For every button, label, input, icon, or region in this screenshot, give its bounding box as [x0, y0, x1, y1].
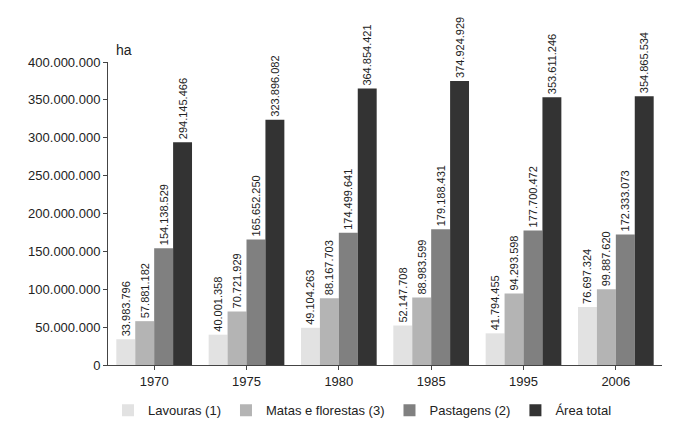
- svg-text:364.854.421: 364.854.421: [361, 24, 373, 85]
- svg-text:150.000.000: 150.000.000: [28, 244, 100, 259]
- svg-text:1995: 1995: [509, 374, 538, 389]
- svg-text:Pastagens (2): Pastagens (2): [429, 403, 510, 418]
- svg-text:354.865.534: 354.865.534: [638, 32, 650, 93]
- svg-text:57.881.182: 57.881.182: [139, 263, 151, 318]
- svg-text:100.000.000: 100.000.000: [28, 282, 100, 297]
- svg-text:Área total: Área total: [555, 403, 611, 418]
- svg-text:76.697.324: 76.697.324: [581, 249, 593, 304]
- svg-text:1985: 1985: [417, 374, 446, 389]
- svg-text:200.000.000: 200.000.000: [28, 206, 100, 221]
- svg-text:165.652.250: 165.652.250: [250, 175, 262, 236]
- svg-text:250.000.000: 250.000.000: [28, 168, 100, 183]
- svg-text:70.721.929: 70.721.929: [231, 253, 243, 308]
- svg-text:323.896.082: 323.896.082: [269, 55, 281, 116]
- svg-text:1980: 1980: [324, 374, 353, 389]
- svg-text:88.983.599: 88.983.599: [416, 240, 428, 295]
- svg-text:41.794.455: 41.794.455: [489, 275, 501, 330]
- svg-text:400.000.000: 400.000.000: [28, 55, 100, 70]
- svg-text:33.983.796: 33.983.796: [120, 281, 132, 336]
- svg-text:99.887.620: 99.887.620: [600, 231, 612, 286]
- svg-text:2006: 2006: [601, 374, 630, 389]
- svg-text:177.700.472: 177.700.472: [527, 166, 539, 227]
- svg-text:374.924.929: 374.924.929: [454, 17, 466, 78]
- svg-text:1975: 1975: [232, 374, 261, 389]
- svg-text:Matas e florestas (3): Matas e florestas (3): [266, 403, 385, 418]
- svg-text:88.167.703: 88.167.703: [323, 240, 335, 295]
- svg-text:300.000.000: 300.000.000: [28, 130, 100, 145]
- svg-text:172.333.073: 172.333.073: [619, 170, 631, 231]
- svg-text:49.104.263: 49.104.263: [304, 270, 316, 325]
- svg-text:50.000.000: 50.000.000: [35, 320, 100, 335]
- svg-text:40.001.358: 40.001.358: [212, 277, 224, 332]
- svg-text:174.499.641: 174.499.641: [342, 169, 354, 230]
- svg-text:0: 0: [93, 358, 100, 373]
- svg-text:154.138.529: 154.138.529: [158, 184, 170, 245]
- svg-text:ha: ha: [116, 42, 132, 58]
- svg-text:94.293.598: 94.293.598: [508, 236, 520, 291]
- svg-text:1970: 1970: [140, 374, 169, 389]
- svg-text:52.147.708: 52.147.708: [397, 267, 409, 322]
- svg-text:Lavouras (1): Lavouras (1): [148, 403, 221, 418]
- svg-text:353.611.246: 353.611.246: [546, 34, 558, 94]
- svg-text:294.145.466: 294.145.466: [177, 78, 189, 139]
- svg-text:350.000.000: 350.000.000: [28, 92, 100, 107]
- svg-text:179.188.431: 179.188.431: [435, 165, 447, 226]
